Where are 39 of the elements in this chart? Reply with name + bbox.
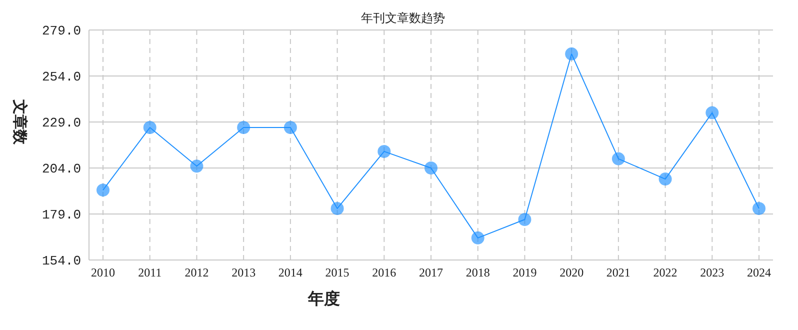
x-axis-title: 年度 [306,289,340,308]
point [471,231,484,244]
x-tick-label: 2019 [512,266,537,280]
point [96,184,110,197]
point [565,47,578,60]
chart-title: 年刊文章数趋势 [361,11,445,25]
point [378,144,391,158]
point [284,121,297,134]
point [330,202,344,215]
x-tick-label: 2014 [278,266,302,280]
point [424,162,438,174]
point [706,106,719,120]
x-tick-label: 2024 [747,266,771,280]
point [143,121,156,134]
point [752,202,766,215]
x-tick-label: 2015 [325,266,350,280]
y-tick-label: 229.0 [42,116,81,131]
point [518,213,532,226]
x-tick-label: 2013 [232,266,256,280]
y-tick-label: 204.0 [42,162,81,177]
y-tick-label: 279.0 [42,24,81,39]
y-axis-title: 文章数 [10,98,29,146]
x-tick-label: 2017 [419,266,443,280]
point [190,160,204,173]
y-tick-label: 179.0 [42,208,81,223]
x-tick-label: 2021 [606,266,630,280]
x-tick-label: 2023 [700,266,724,280]
x-tick-label: 2020 [560,266,584,280]
x-tick-label: 2011 [138,266,162,280]
point [237,121,250,134]
point [612,152,625,166]
x-tick-label: 2018 [466,266,490,280]
x-tick-label: 2022 [653,266,678,280]
point [658,172,672,186]
x-tick-label: 2016 [372,266,396,280]
y-tick-label: 254.0 [42,70,81,85]
x-tick-label: 2012 [184,266,209,280]
y-tick-label: 154.0 [42,254,81,269]
x-tick-label: 2010 [91,266,115,280]
